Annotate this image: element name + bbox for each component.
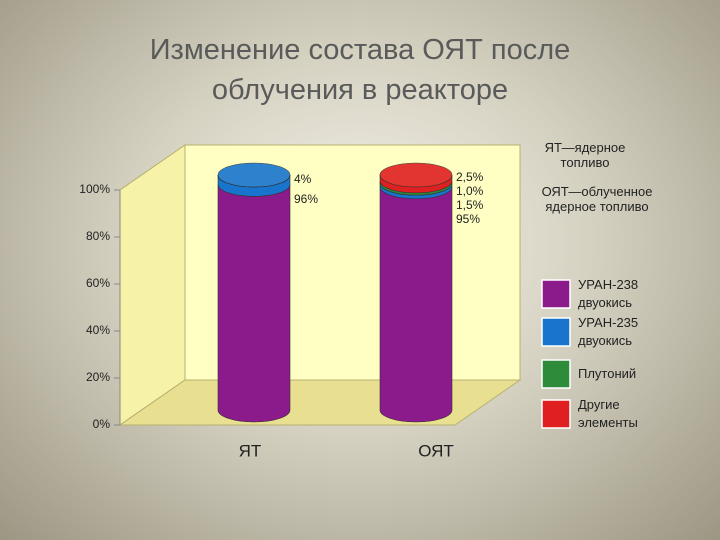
legend-swatch [541, 317, 571, 347]
legend-label: УРАН-235 двуокись [578, 315, 639, 348]
cylinder-top [217, 162, 291, 188]
value-label: 95% [456, 212, 480, 226]
note: ЯТ—ядерное топливо [544, 140, 626, 170]
x-tick-label: ЯТ [239, 441, 262, 460]
y-tick-label: 40% [86, 323, 110, 337]
legend-label: Другие элементы [578, 397, 638, 430]
legend-swatch [541, 399, 571, 429]
y-tick-label: 100% [79, 182, 110, 196]
note: ОЯТ—облученное ядерное топливо [541, 184, 653, 214]
y-tick-label: 60% [86, 276, 110, 290]
value-label: 1,0% [456, 184, 484, 198]
bar-segment [217, 184, 291, 423]
chart-title: Изменение состава ОЯТ после облучения в … [149, 34, 571, 106]
value-label: 1,5% [456, 198, 484, 212]
floor [118, 379, 522, 426]
legend-label: Плутоний [578, 366, 637, 381]
legend-swatch [541, 279, 571, 309]
legend-swatch [541, 359, 571, 389]
y-tick-label: 0% [93, 417, 111, 431]
value-label: 2,5% [456, 170, 484, 184]
bar-segment [379, 186, 453, 423]
value-label: 96% [294, 192, 318, 206]
cylinder-top [379, 162, 453, 188]
value-label: 4% [294, 172, 312, 186]
legend-label: УРАН-238 двуокись [578, 277, 639, 310]
x-tick-label: ОЯТ [418, 441, 454, 460]
side-wall [119, 144, 186, 426]
y-tick-label: 80% [86, 229, 110, 243]
y-tick-label: 20% [86, 370, 110, 384]
